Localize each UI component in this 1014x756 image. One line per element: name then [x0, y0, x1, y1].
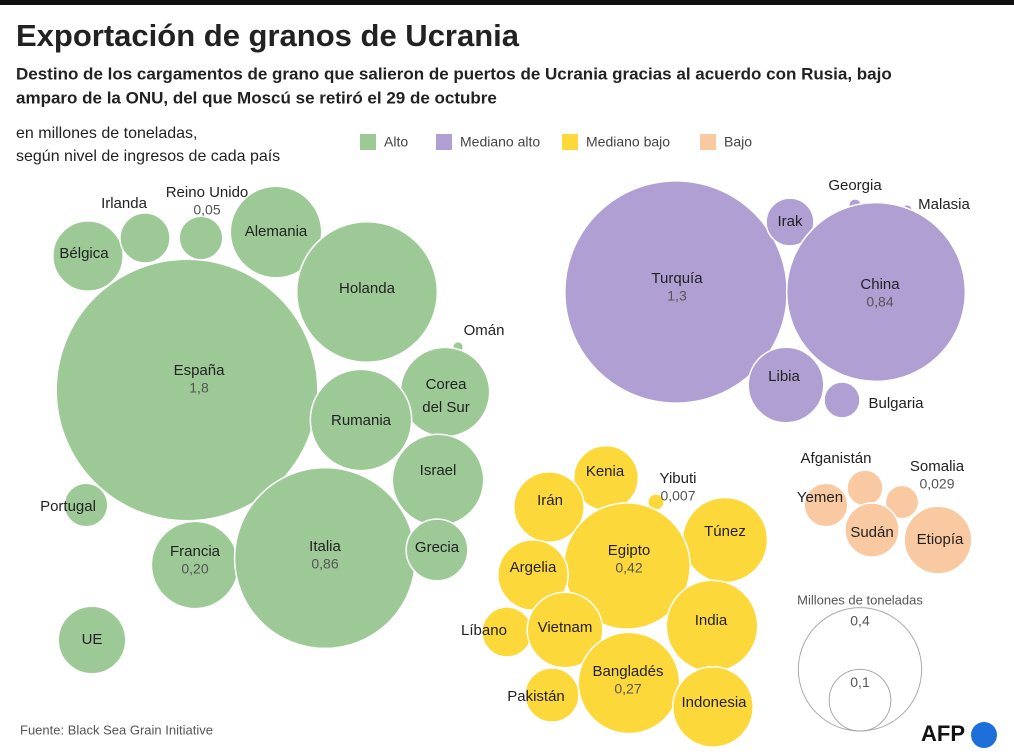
bubble-label: Kenia — [586, 463, 625, 480]
bubble — [178, 215, 224, 261]
bubble-label: Francia — [170, 543, 221, 560]
bubble-label: Holanda — [339, 280, 396, 297]
subtitle: Destino de los cargamentos de grano que … — [16, 64, 892, 83]
legend-swatch — [562, 134, 578, 150]
bubble — [747, 346, 825, 424]
value-label: 0,20 — [181, 561, 208, 577]
bubble — [295, 220, 439, 364]
note: según nivel de ingresos de cada país — [16, 148, 280, 165]
bubble-label: Argelia — [510, 559, 557, 576]
bubble-label: Egipto — [608, 542, 651, 559]
bubble — [823, 381, 861, 419]
bubble-label: Reino Unido — [166, 184, 249, 201]
legend-swatch — [436, 134, 452, 150]
bubble — [55, 258, 319, 522]
size-legend-circle — [828, 668, 892, 732]
bubble-label: Irán — [537, 492, 563, 509]
bubble-label: Grecia — [415, 539, 460, 556]
bubble-label: Líbano — [461, 622, 507, 639]
bubble-label: Túnez — [704, 523, 746, 540]
source: Fuente: Black Sea Grain Initiative — [20, 722, 213, 737]
bubble-label: Yibuti — [660, 470, 697, 487]
logo: AFP — [921, 721, 965, 746]
value-label: 0,86 — [311, 556, 338, 572]
size-legend-label: 0,1 — [850, 674, 870, 690]
bubble-label: Libia — [768, 368, 800, 385]
bubble — [513, 471, 585, 543]
bubble-label: Turquía — [651, 270, 703, 287]
bubble-label: Omán — [464, 322, 505, 339]
bubble — [846, 469, 884, 507]
legend-label: Mediano bajo — [586, 134, 670, 150]
size-legend-label: 0,4 — [850, 612, 870, 628]
bubble — [119, 212, 171, 264]
bubble — [391, 433, 485, 527]
logo-dot — [971, 722, 997, 748]
top-rule — [0, 0, 1014, 5]
bubble — [765, 197, 815, 247]
legend-label: Alto — [384, 134, 408, 150]
bubble-label: Afganistán — [801, 450, 872, 467]
bubble-label: Portugal — [40, 498, 96, 515]
bubble-label: Irlanda — [101, 195, 148, 212]
bubble — [309, 368, 413, 472]
bubble-label: Corea del Sur — [422, 376, 470, 416]
bubble — [785, 201, 967, 383]
subtitle: amparo de la ONU, del que Moscú se retir… — [16, 88, 497, 107]
value-label: 0,42 — [615, 560, 642, 576]
value-label: 0,05 — [193, 202, 220, 218]
bubble — [903, 505, 973, 575]
bubble-label: Pakistán — [507, 688, 565, 705]
bubble-label: Bangladés — [593, 663, 664, 680]
bubble — [526, 591, 604, 669]
bubble-label: Rumania — [331, 412, 392, 429]
bubble — [229, 185, 323, 279]
bubble-label: UE — [82, 631, 103, 648]
legend-swatch — [360, 134, 376, 150]
value-label: 0,84 — [866, 294, 893, 310]
bubble — [57, 605, 127, 675]
size-legend-title: Millones de toneladas — [797, 592, 923, 607]
bubble-label: Sudán — [850, 524, 893, 541]
value-label: 1,3 — [667, 288, 687, 304]
bubble — [52, 220, 124, 292]
bubble — [63, 482, 109, 528]
bubble-label: España — [174, 362, 226, 379]
bubble-label: Etiopía — [917, 531, 964, 548]
bubble — [577, 631, 681, 735]
bubble-label: Malasia — [918, 196, 970, 213]
bubble-label: Somalia — [910, 458, 965, 475]
legend-swatch — [700, 134, 716, 150]
bubble-label: Alemania — [245, 223, 308, 240]
bubble-label: Indonesia — [681, 694, 747, 711]
chart-title: Exportación de granos de Ucrania — [16, 18, 520, 53]
bubble-label: Italia — [309, 538, 341, 555]
value-label: 0,029 — [919, 476, 954, 492]
bubble — [803, 482, 849, 528]
bubble-label: Georgia — [828, 177, 882, 194]
bubble-label: China — [860, 276, 900, 293]
bubble-label: Yemen — [797, 489, 843, 506]
bubble-label: Bulgaria — [868, 395, 924, 412]
note: en millones de toneladas, — [16, 125, 197, 142]
bubble — [405, 518, 469, 582]
bubble-label: India — [695, 612, 728, 629]
value-label: 0,007 — [660, 488, 695, 504]
legend-label: Mediano alto — [460, 134, 540, 150]
bubble — [884, 484, 920, 520]
bubble-label: Irak — [777, 213, 803, 230]
bubble — [672, 666, 754, 748]
bubble — [524, 667, 580, 723]
value-label: 0,27 — [614, 681, 641, 697]
legend-label: Bajo — [724, 134, 752, 150]
bubble-label: Israel — [420, 462, 457, 479]
bubble-label: Vietnam — [538, 619, 593, 636]
bubble — [681, 496, 769, 584]
bubble-label: Bélgica — [59, 245, 109, 262]
value-label: 1,8 — [189, 380, 209, 396]
bubble — [844, 502, 900, 558]
